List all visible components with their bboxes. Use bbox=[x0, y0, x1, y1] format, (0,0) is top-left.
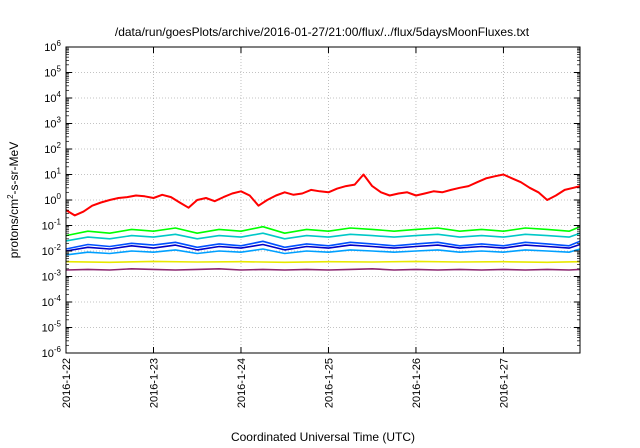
plot-frame bbox=[65, 46, 581, 354]
y-tick-label: 10-1 bbox=[42, 218, 62, 233]
y-tick-label: 10-5 bbox=[42, 320, 62, 335]
x-axis-label: Coordinated Universal Time (UTC) bbox=[231, 430, 415, 444]
x-tick-label: 2016-1-25 bbox=[323, 358, 335, 408]
y-tick-label: 100 bbox=[44, 192, 61, 207]
series-line bbox=[65, 248, 581, 256]
x-tick-label: 2016-1-27 bbox=[498, 358, 510, 408]
series-line bbox=[65, 260, 581, 264]
y-tick-label: 106 bbox=[44, 39, 61, 54]
y-tick-label: 101 bbox=[44, 167, 61, 182]
y-tick-label: 103 bbox=[44, 116, 61, 131]
series-line bbox=[65, 243, 581, 252]
y-axis-label-text: protons/cm2-s-sr-MeV bbox=[6, 142, 21, 258]
x-tick-label: 2016-1-22 bbox=[61, 358, 73, 408]
y-tick-label: 10-3 bbox=[42, 269, 62, 284]
x-tick-label: 2016-1-26 bbox=[411, 358, 423, 408]
series-line bbox=[65, 240, 581, 250]
x-tick-label: 2016-1-24 bbox=[236, 358, 248, 408]
chart-title: /data/run/goesPlots/archive/2016-01-27/2… bbox=[115, 25, 530, 39]
x-tick-label: 2016-1-23 bbox=[148, 358, 160, 408]
y-tick-label: 102 bbox=[44, 141, 61, 156]
y-tick-label: 105 bbox=[44, 65, 61, 80]
series-line bbox=[65, 267, 581, 271]
y-axis-label: protons/cm2-s-sr-MeV bbox=[6, 142, 21, 258]
y-tick-label: 10-6 bbox=[42, 345, 62, 360]
grid-lines bbox=[66, 47, 580, 353]
series-line bbox=[65, 225, 581, 237]
y-tick-label: 10-4 bbox=[42, 294, 62, 309]
y-tick-label: 10-2 bbox=[42, 243, 62, 258]
y-tick-label: 104 bbox=[44, 90, 61, 105]
series-line bbox=[65, 232, 581, 242]
series-layer bbox=[65, 173, 581, 271]
series-line bbox=[65, 173, 581, 217]
